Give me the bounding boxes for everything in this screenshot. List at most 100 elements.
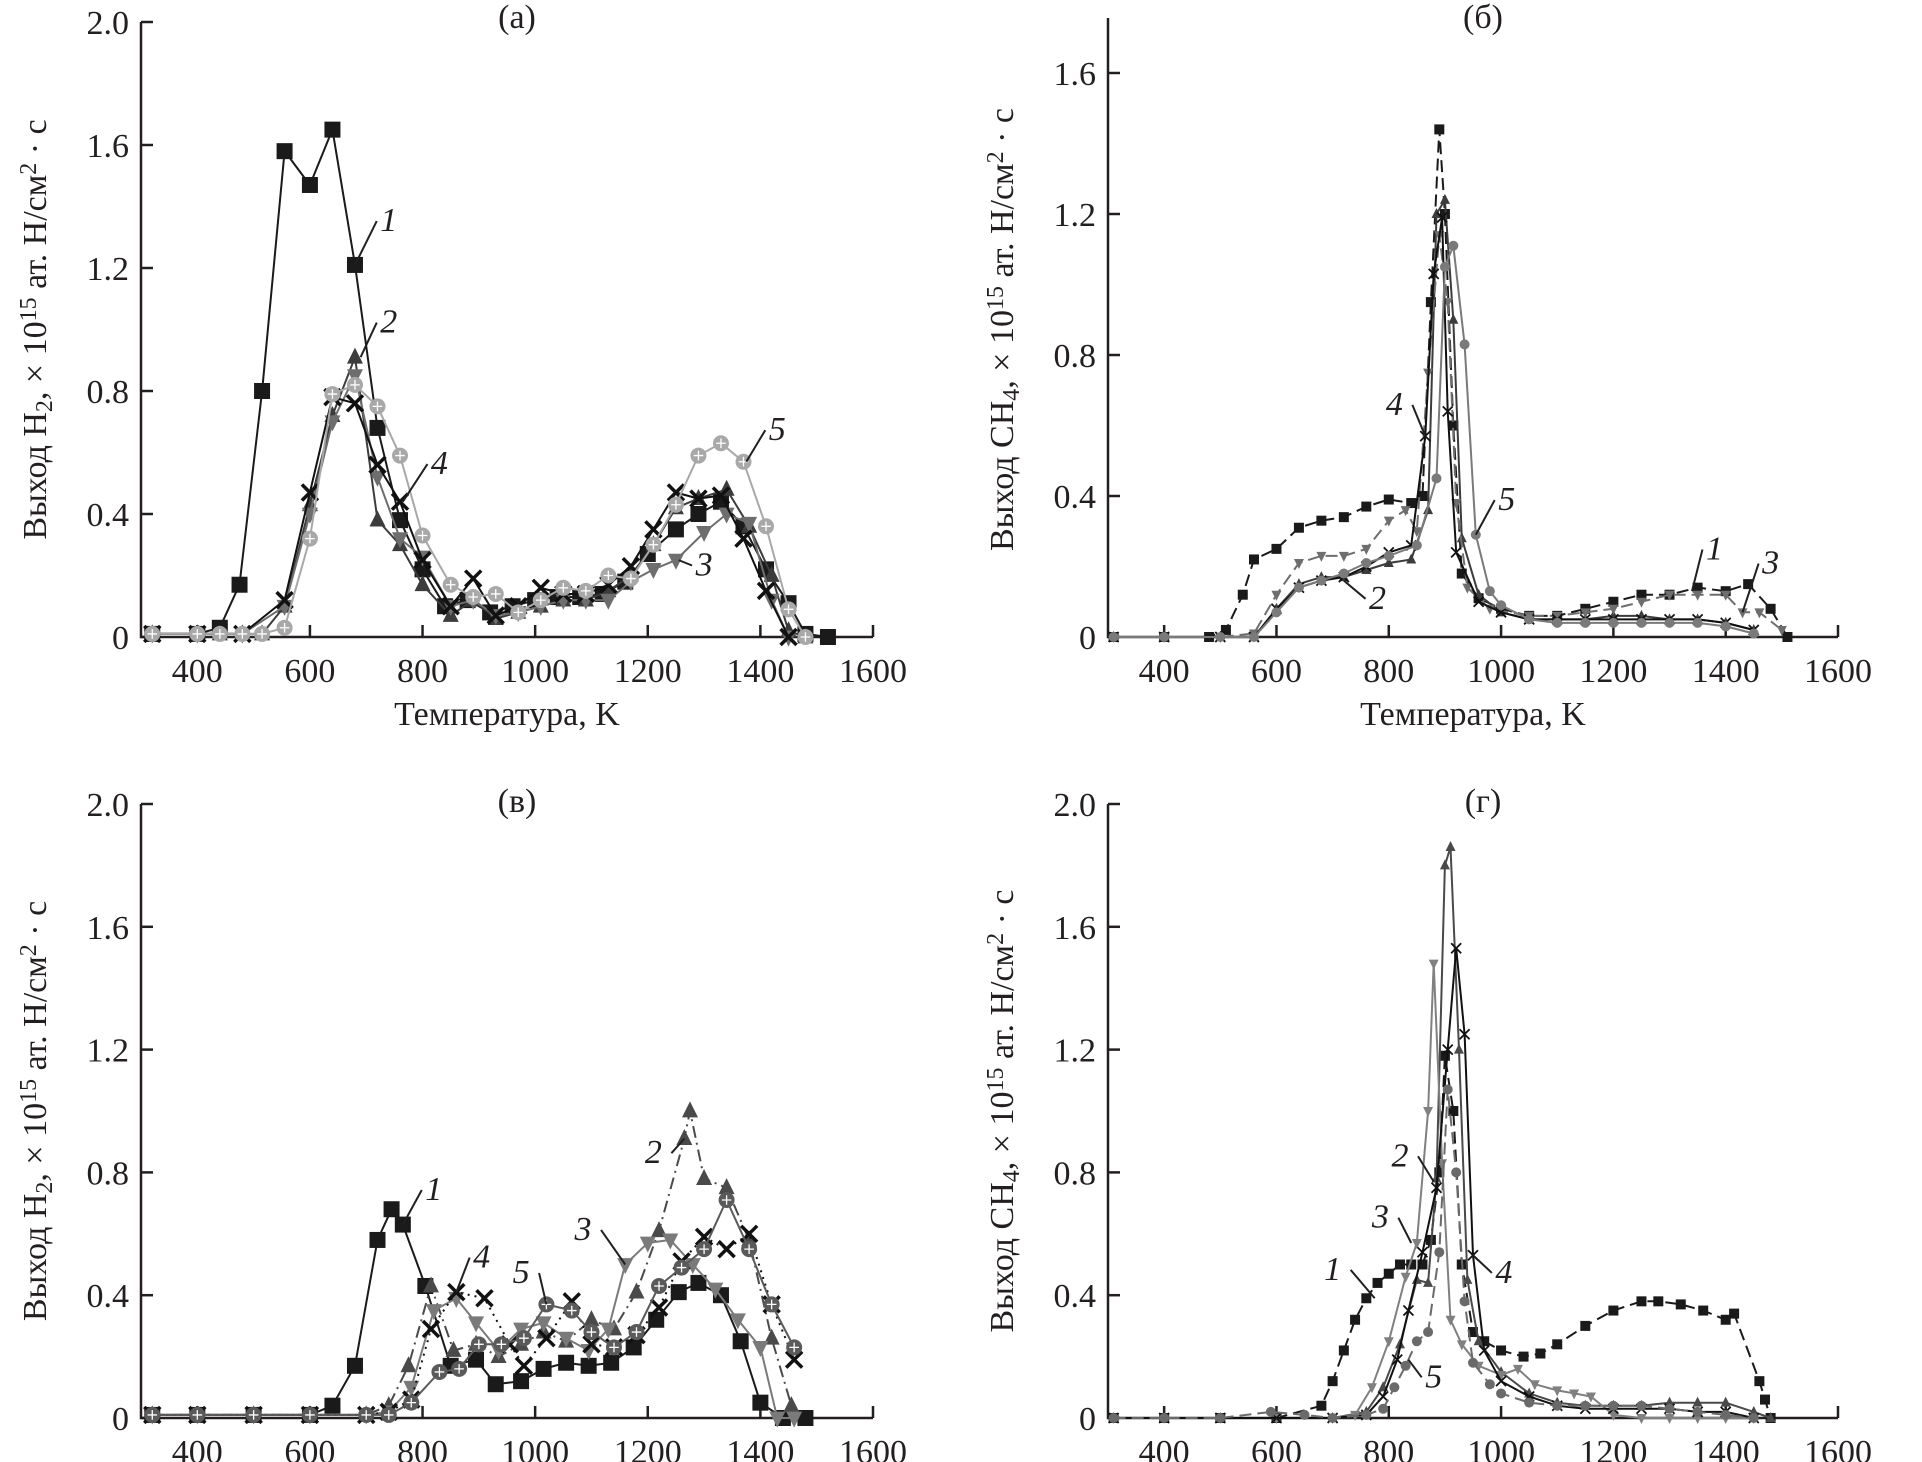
x-tick-label: 1600 xyxy=(1804,653,1872,690)
marker-plus xyxy=(305,533,315,544)
marker-plus xyxy=(513,607,524,618)
series-1-point xyxy=(231,576,248,593)
series-4-point xyxy=(1428,268,1440,280)
y-axis-label-part: , × 10 xyxy=(17,321,54,400)
series-1-point xyxy=(1327,1376,1338,1387)
series-1-point xyxy=(1754,1376,1765,1387)
series-2-point xyxy=(1406,553,1417,564)
series-2-point xyxy=(718,1178,735,1195)
y-tick-label: 2.0 xyxy=(1054,787,1097,824)
marker-plus xyxy=(721,1195,732,1205)
series-5-point xyxy=(1524,1397,1535,1408)
curve-label-leader xyxy=(600,1229,627,1266)
marker-plus xyxy=(305,1410,315,1420)
marker-plus xyxy=(417,530,428,541)
marker-plus xyxy=(372,401,383,412)
y-tick-label: 0.4 xyxy=(1054,1278,1097,1315)
series-3-point xyxy=(667,553,684,570)
y-axis-label-part: 2 xyxy=(16,944,42,956)
series-5-point xyxy=(1108,632,1119,642)
series-5-point xyxy=(1265,1406,1276,1417)
series-5-point xyxy=(1159,1413,1170,1423)
series-4-point xyxy=(486,606,505,625)
series-1-point xyxy=(392,512,409,529)
marker-plus xyxy=(586,1327,597,1337)
series-2-point xyxy=(1473,1335,1484,1346)
series-5-point xyxy=(1552,1400,1563,1411)
series-1-point xyxy=(1448,1106,1459,1116)
series-4-point xyxy=(784,1350,804,1369)
marker-plus xyxy=(648,539,659,550)
series-4-point xyxy=(711,486,731,505)
series-2-point xyxy=(1453,1043,1464,1054)
curve-label-leader xyxy=(1474,499,1496,536)
series-5-point xyxy=(1108,1413,1119,1423)
x-tick-label: 800 xyxy=(397,1434,448,1462)
series-4-point xyxy=(514,1356,534,1376)
y-axis-label-part: 4 xyxy=(999,389,1025,401)
series-3-point xyxy=(600,1322,617,1339)
series-1-point xyxy=(1406,498,1417,509)
y-tick-label: 1.6 xyxy=(1054,910,1097,947)
series-3-point xyxy=(718,507,735,524)
x-tick-label: 1400 xyxy=(726,1434,794,1462)
x-tick-label: 1200 xyxy=(1579,653,1647,690)
series-3-point xyxy=(1664,590,1675,601)
series-5-point xyxy=(1484,586,1495,597)
series-2-point xyxy=(1456,532,1467,543)
series-2-point xyxy=(1448,313,1459,324)
series-5-point xyxy=(1468,1357,1478,1368)
series-3-point xyxy=(1496,1371,1507,1382)
series-3-point xyxy=(580,1344,597,1361)
curve-label-5: 5 xyxy=(1425,1358,1442,1395)
marker-plus xyxy=(519,1333,529,1343)
y-axis-label-part: , × 10 xyxy=(984,310,1021,389)
series-3-point xyxy=(1664,1414,1675,1424)
x-axis-label: Температура, K xyxy=(394,696,620,733)
series-4-point xyxy=(1416,1246,1429,1258)
series-4-point xyxy=(537,1328,556,1348)
series-1-point xyxy=(1383,494,1394,505)
marker-plus xyxy=(192,629,203,639)
x-tick-label: 1400 xyxy=(726,653,794,690)
x-tick-label: 800 xyxy=(1363,653,1414,690)
series-3-point xyxy=(1569,1389,1580,1400)
y-axis-label-part: · с xyxy=(984,108,1021,151)
curve-label-4: 4 xyxy=(1495,1254,1512,1291)
series-2-point xyxy=(1748,1405,1759,1416)
series-1-point xyxy=(1743,579,1754,590)
panel-title: (б) xyxy=(1463,0,1503,36)
x-tick-label: 1600 xyxy=(839,653,907,690)
series-4-point xyxy=(666,483,686,502)
series-4-point xyxy=(447,1282,466,1302)
curve-label-leader xyxy=(670,1137,686,1154)
series-3-point xyxy=(1462,583,1473,594)
series-1-point xyxy=(690,506,707,522)
series-2-point xyxy=(583,1310,600,1327)
series-2-point xyxy=(763,1328,780,1345)
y-tick-label: 1.6 xyxy=(87,128,130,165)
curve-label-3: 3 xyxy=(574,1211,592,1248)
series-1-point xyxy=(558,1354,575,1371)
series-5 xyxy=(1108,1084,1759,1423)
series-1-point xyxy=(752,1394,769,1411)
marker-plus xyxy=(237,629,248,639)
panel-title: (в) xyxy=(498,783,537,820)
y-tick-label: 0.8 xyxy=(87,374,130,411)
series-5-point xyxy=(1580,1400,1591,1411)
series-1-point xyxy=(1448,420,1459,431)
y-tick-label: 0.8 xyxy=(87,1155,130,1192)
series-1-point xyxy=(1316,1400,1327,1411)
series-5-point xyxy=(1692,617,1703,628)
series-1-point xyxy=(1698,1305,1709,1316)
marker-plus xyxy=(783,604,794,615)
series-5-point xyxy=(1378,1403,1389,1414)
series-3-point xyxy=(1361,544,1372,555)
series-3-point xyxy=(1383,1337,1394,1348)
series-3-point xyxy=(1720,590,1731,601)
series-3-point xyxy=(1271,590,1282,601)
series-1-point xyxy=(1338,512,1349,523)
series-1-point xyxy=(1293,522,1304,533)
curve-label-3: 3 xyxy=(1371,1199,1389,1236)
